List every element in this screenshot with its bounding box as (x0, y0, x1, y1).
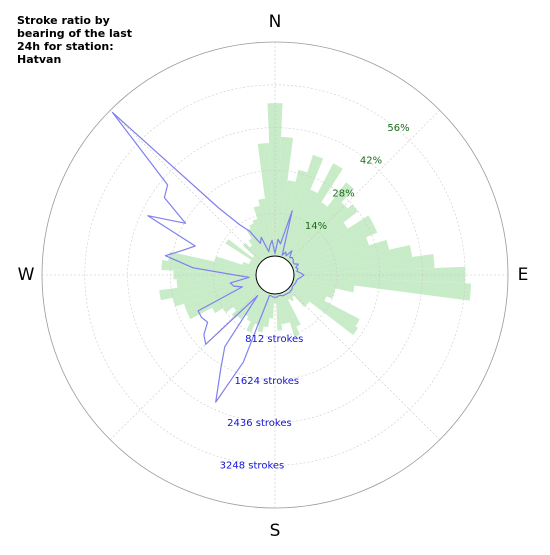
ratio-bar (293, 279, 336, 294)
ratio-bar (293, 275, 472, 301)
grid-circle (212, 212, 338, 338)
ratio-bar (293, 245, 413, 273)
ratio-bar (279, 293, 290, 324)
ratio-bar (293, 277, 355, 293)
ratio-bar (290, 222, 348, 265)
ratio-bar (291, 223, 378, 268)
ratio-bar (176, 275, 257, 288)
ratio-bar (283, 291, 291, 300)
ratio-bar (252, 255, 261, 264)
ratio-bar (253, 205, 271, 257)
compass-label-e: E (518, 265, 529, 285)
count-tick-label: 3248 strokes (220, 460, 285, 471)
ratio-bar (280, 292, 300, 337)
ratio-bar (277, 293, 286, 325)
ratio-bar (254, 292, 270, 326)
ratio-bar (214, 256, 257, 271)
ratio-bar (242, 261, 258, 270)
ratio-tick-label: 56% (387, 123, 409, 134)
ratio-bar (257, 293, 271, 333)
grid-circle (84, 84, 466, 466)
count-tick-label: 812 strokes (245, 334, 303, 345)
ratio-bar (277, 180, 296, 257)
ratio-bar (292, 280, 334, 299)
ratio-bar (246, 228, 267, 259)
ratio-bar (248, 238, 265, 260)
grid-spoke (288, 288, 440, 440)
ratio-tick-label: 14% (305, 221, 327, 232)
ratio-bar (246, 291, 267, 322)
ratio-bar (233, 286, 261, 311)
count-tick-label: 2436 strokes (227, 418, 292, 429)
ratio-bar (289, 286, 310, 305)
grid-spoke (110, 110, 262, 262)
ratio-bar (280, 154, 324, 258)
count-line (111, 111, 305, 403)
ratio-bar (293, 254, 435, 275)
ratio-bar (282, 291, 301, 327)
ratio-bar (286, 182, 354, 261)
ratio-bar (269, 293, 275, 319)
compass-label-s: S (270, 521, 281, 541)
ratio-bar (283, 163, 343, 259)
ratio-bar (292, 237, 369, 270)
ratio-bar (249, 245, 264, 261)
center-hub (255, 255, 295, 295)
ratio-bar (244, 290, 265, 317)
ratio-bar (293, 239, 390, 271)
ratio-bar (275, 293, 283, 331)
ratio-tick-label: 42% (360, 156, 382, 167)
ratio-bar (246, 291, 268, 333)
ratio-bar (275, 136, 294, 257)
chart-title: Stroke ratio by bearing of the last 24h … (17, 14, 133, 66)
ratio-bar (258, 198, 273, 257)
ratio-bar (291, 215, 374, 267)
ratio-bar (222, 285, 260, 313)
ratio-bar (159, 277, 257, 301)
ratio-bar (291, 282, 327, 301)
count-tick-label: 1624 strokes (235, 376, 300, 387)
ratio-bar (186, 282, 259, 320)
ratio-bar (250, 259, 259, 267)
ratio-tick-label: 28% (332, 188, 354, 199)
ratio-bar (289, 204, 358, 264)
ratio-bar (282, 189, 318, 259)
ratio-bar (290, 285, 359, 335)
ratio-bar (285, 202, 328, 260)
ratio-bar (286, 289, 295, 298)
ratio-bar (212, 283, 259, 314)
ratio-bar (263, 293, 273, 328)
ratio-bar (168, 251, 257, 273)
grid-spoke (110, 288, 262, 440)
ratio-bar (225, 239, 260, 265)
compass-label-n: N (269, 12, 282, 32)
compass-label-w: W (18, 265, 35, 285)
ratio-bar (291, 283, 360, 327)
ratio-bar (257, 143, 275, 257)
ratio-bar (248, 261, 259, 268)
